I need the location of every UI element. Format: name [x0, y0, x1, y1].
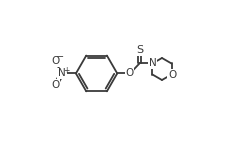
Text: O: O — [51, 80, 59, 90]
Text: S: S — [136, 45, 143, 56]
Text: N: N — [58, 68, 66, 78]
Text: O: O — [125, 68, 134, 78]
Text: +: + — [63, 66, 69, 75]
Text: O: O — [168, 69, 176, 80]
Text: N: N — [148, 58, 156, 69]
Text: −: − — [56, 52, 64, 62]
Text: O: O — [52, 56, 60, 66]
